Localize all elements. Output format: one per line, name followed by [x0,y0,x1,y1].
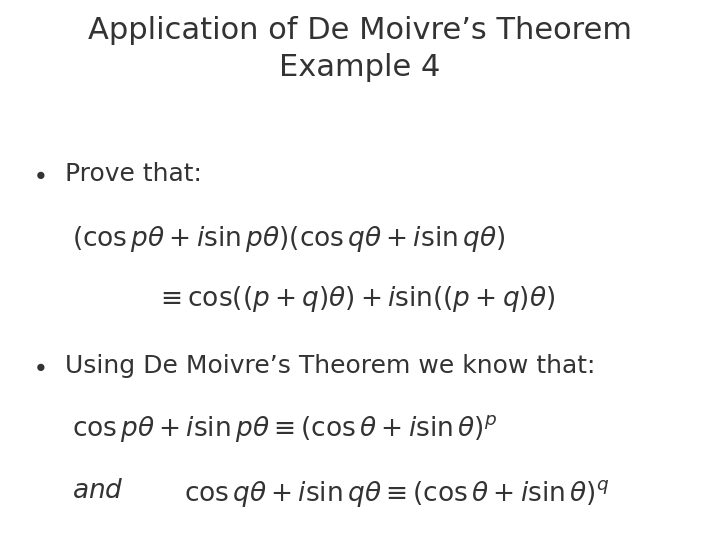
Text: Prove that:: Prove that: [65,162,202,186]
Text: $\cos q\theta + i\sin q\theta \equiv (\cos\theta + i\sin\theta)^q$: $\cos q\theta + i\sin q\theta \equiv (\c… [184,478,609,509]
Text: Application of De Moivre’s Theorem
Example 4: Application of De Moivre’s Theorem Examp… [88,16,632,82]
Text: $\cos p\theta + i\sin p\theta \equiv (\cos\theta + i\sin\theta)^p$: $\cos p\theta + i\sin p\theta \equiv (\c… [72,413,497,444]
Text: $\bullet$: $\bullet$ [32,354,46,377]
Text: $(\cos p\theta + i\sin p\theta)(\cos q\theta + i\sin q\theta)$: $(\cos p\theta + i\sin p\theta)(\cos q\t… [72,224,505,254]
Text: $\equiv \cos((p+q)\theta) + i\sin((p+q)\theta)$: $\equiv \cos((p+q)\theta) + i\sin((p+q)\… [155,284,555,314]
Text: $\mathit{and}$: $\mathit{and}$ [72,478,124,504]
Text: $\bullet$: $\bullet$ [32,162,46,186]
Text: Using De Moivre’s Theorem we know that:: Using De Moivre’s Theorem we know that: [65,354,595,377]
